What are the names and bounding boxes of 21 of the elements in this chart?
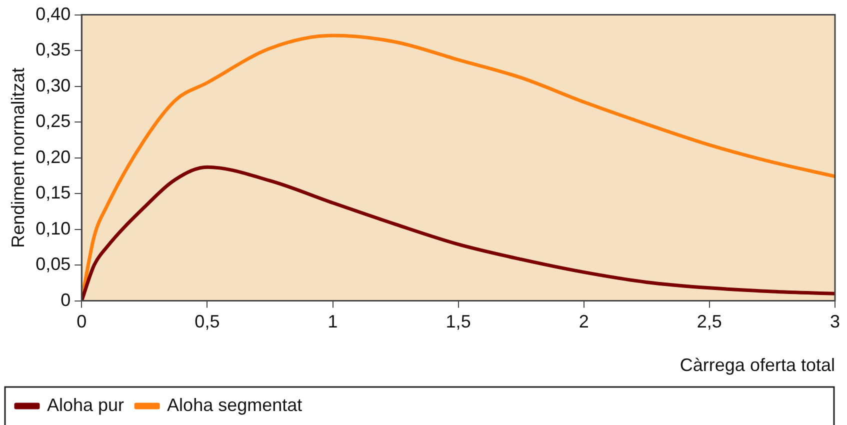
x-tick-label: 1 <box>328 312 338 332</box>
x-tick-label: 0 <box>76 312 87 332</box>
x-tick-label: 1,5 <box>446 312 471 332</box>
y-tick-label: 0,25 <box>36 111 71 132</box>
y-tick-label: 0 <box>60 290 71 310</box>
y-tick-label: 0,30 <box>36 75 71 96</box>
y-axis-title: Rendiment normalitzat <box>8 68 28 248</box>
legend-label: Aloha pur <box>47 394 124 415</box>
y-tick-label: 0,20 <box>36 146 71 167</box>
y-tick-label: 0,40 <box>36 4 71 24</box>
x-tick-label: 2 <box>578 312 589 332</box>
x-axis-title: Càrrega oferta total <box>680 355 835 376</box>
legend-label: Aloha segmentat <box>167 394 302 415</box>
x-tick-label: 0,5 <box>194 312 220 332</box>
y-tick-label: 0,35 <box>36 40 71 60</box>
y-tick-label: 0,05 <box>36 254 71 274</box>
x-tick-label: 3 <box>830 312 840 332</box>
x-tick-label: 2,5 <box>696 312 722 332</box>
y-tick-label: 0,15 <box>36 182 71 203</box>
line-series <box>82 165 835 301</box>
y-tick-label: 0,10 <box>36 218 71 238</box>
